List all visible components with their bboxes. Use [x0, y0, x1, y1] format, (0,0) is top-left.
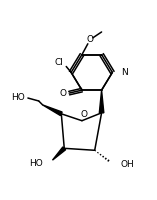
Text: Cl: Cl: [55, 58, 64, 67]
Text: HO: HO: [11, 93, 25, 102]
Text: O: O: [80, 110, 87, 119]
Text: OH: OH: [120, 160, 134, 169]
Text: O: O: [86, 35, 93, 44]
Text: O: O: [60, 89, 67, 98]
Polygon shape: [43, 105, 62, 116]
Polygon shape: [52, 147, 66, 160]
Polygon shape: [99, 90, 104, 113]
Text: HO: HO: [29, 159, 43, 168]
Text: N: N: [121, 68, 128, 77]
